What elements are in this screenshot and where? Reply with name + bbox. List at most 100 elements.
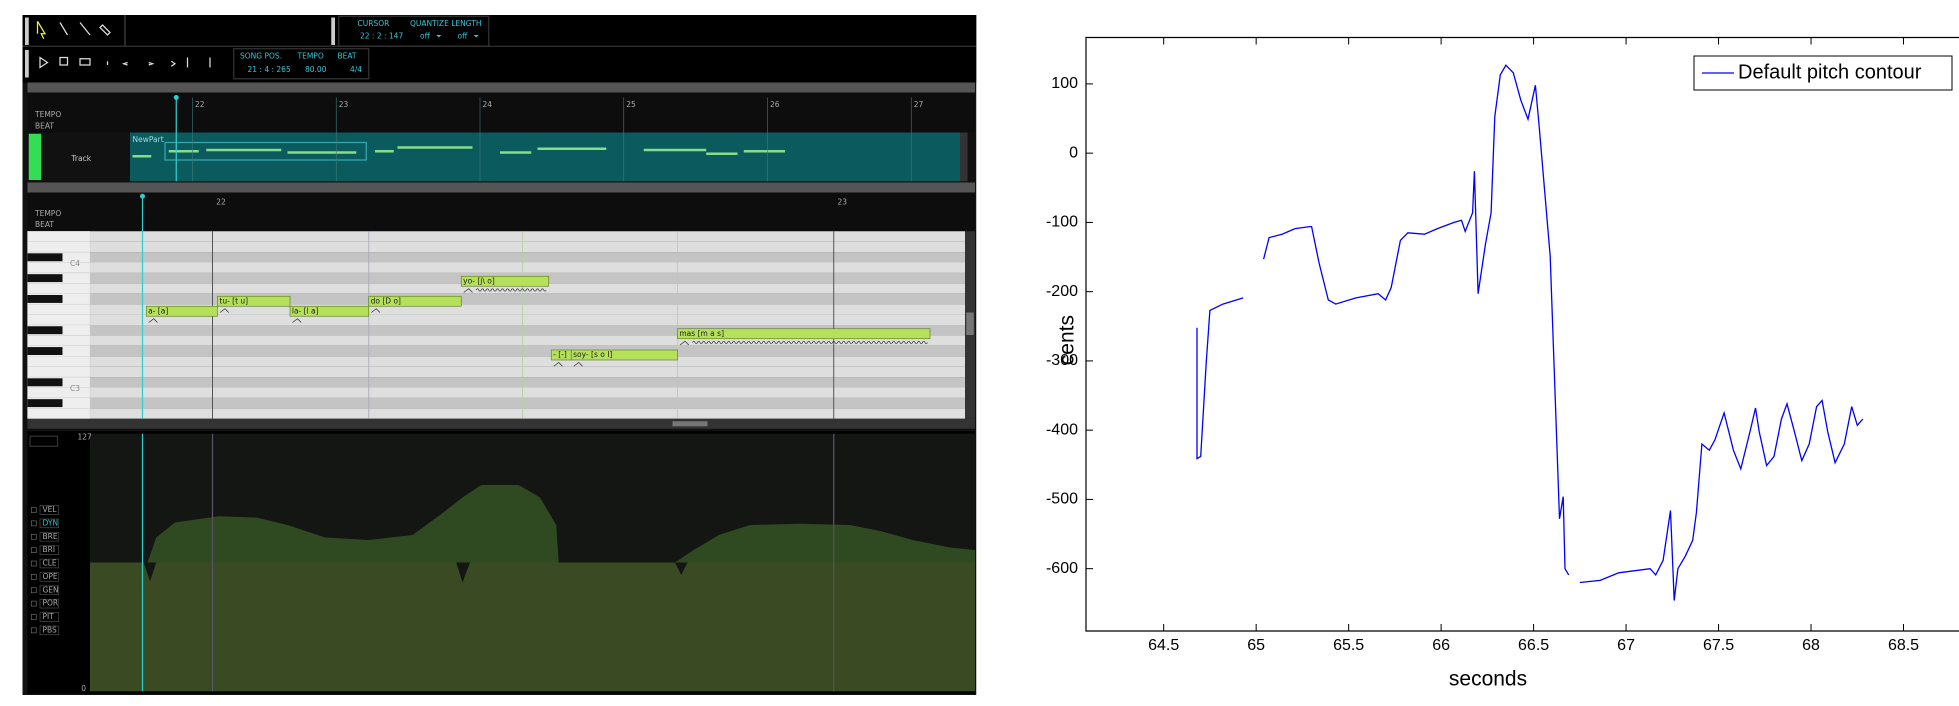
toolbar — [23, 15, 977, 83]
x-tick-label: 68.5 — [1888, 637, 1919, 654]
x-tick-label: 65.5 — [1333, 637, 1364, 654]
black-key — [28, 295, 63, 303]
scroll-thumb[interactable] — [673, 421, 708, 426]
row-label: TEMPO — [34, 110, 61, 119]
musical-editor-titlebar — [28, 183, 976, 193]
pitch-line — [1197, 65, 1863, 600]
y-tick-label: 0 — [1069, 144, 1078, 161]
bar-number: 24 — [483, 100, 493, 109]
toolbar-value: 4/4 — [350, 65, 362, 74]
key — [28, 231, 91, 241]
bar-number: 26 — [770, 100, 780, 109]
scrollbar[interactable] — [960, 133, 968, 182]
y-tick-label: 100 — [1051, 75, 1078, 92]
param-label: POR — [43, 599, 59, 608]
note-lyric: la- [l a] — [292, 306, 319, 315]
note-lyric: - [-] — [553, 350, 567, 359]
control-lower-band — [90, 563, 975, 692]
x-tick-label: 67 — [1617, 637, 1635, 654]
toolbar-label: SONG POS. — [240, 51, 282, 60]
y-tick-label: -100 — [1046, 214, 1078, 231]
param-label: PIT — [43, 612, 55, 621]
x-tick-label: 66 — [1432, 637, 1450, 654]
toolbar-value: 22 : 2 : 147 — [360, 31, 403, 40]
note-lyric: mas [m a s] — [679, 329, 724, 338]
toolbar-value: 80.00 — [305, 65, 327, 74]
dropdown-value[interactable]: off — [458, 31, 469, 40]
param-label: DYN — [43, 518, 59, 527]
figure: C4C3a- [a]tu- [t u]la- [l a]do [D o]yo- … — [0, 0, 1959, 701]
grip — [331, 18, 335, 46]
toolbar-value: 21 : 4 : 265 — [248, 65, 291, 74]
piano-roll: C4C3a- [a]tu- [t u]la- [l a]do [D o]yo- … — [28, 231, 976, 419]
note-lyric: yo- [j\ o] — [463, 276, 495, 285]
param-label: VEL — [43, 505, 58, 514]
toolbar-label: BEAT — [338, 51, 357, 60]
key — [28, 283, 91, 293]
editor-screenshot: C4C3a- [a]tu- [t u]la- [l a]do [D o]yo- … — [23, 15, 977, 695]
scroll-thumb[interactable] — [966, 313, 974, 336]
note-lyric: tu- [t u] — [219, 296, 248, 305]
key — [28, 304, 91, 314]
axes-box — [1086, 38, 1959, 632]
x-tick-label: 68 — [1802, 637, 1820, 654]
horizontal-scrollbar[interactable] — [28, 419, 976, 429]
toolbar-label: TEMPO — [297, 51, 324, 60]
track-name: Track — [70, 154, 91, 163]
grip — [25, 50, 29, 78]
bar-number: 23 — [339, 100, 349, 109]
param-label: GEN — [43, 585, 59, 594]
param-label: BRE — [43, 532, 58, 541]
key — [28, 356, 91, 366]
y-tick-label: -200 — [1046, 283, 1078, 300]
row-label: TEMPO — [34, 209, 61, 218]
black-key — [28, 399, 63, 407]
key — [28, 388, 91, 398]
musical-ruler — [28, 193, 976, 232]
black-key — [28, 378, 63, 386]
bar-number: 22 — [195, 100, 205, 109]
toolbar-label: QUANTIZE — [410, 19, 449, 28]
x-tick-label: 65 — [1247, 637, 1265, 654]
y-tick-label: -600 — [1046, 560, 1078, 577]
playhead-head — [174, 95, 179, 100]
key — [28, 408, 91, 418]
key — [28, 263, 91, 273]
black-key — [28, 347, 63, 355]
dropdown-value[interactable]: off — [420, 31, 431, 40]
y-axis-label: cents — [1056, 315, 1079, 365]
note-lyric: a- [a] — [148, 306, 168, 315]
bar-number: 27 — [914, 100, 924, 109]
x-axis-label: seconds — [1449, 668, 1527, 691]
key-label: C3 — [70, 384, 80, 393]
key — [28, 315, 91, 325]
black-key — [28, 274, 63, 282]
note-lyric: soy- [s o I] — [573, 350, 612, 359]
bar-number: 25 — [626, 100, 636, 109]
grip — [25, 18, 29, 46]
row-label: BEAT — [35, 220, 54, 229]
param-label: PBS — [43, 625, 58, 634]
key — [28, 335, 91, 345]
legend-label: Default pitch contour — [1738, 61, 1922, 83]
control-min: 0 — [81, 684, 86, 693]
track-number[interactable] — [29, 134, 42, 180]
y-tick-label: -500 — [1046, 491, 1078, 508]
x-tick-label: 64.5 — [1148, 637, 1179, 654]
y-tick-label: -400 — [1046, 421, 1078, 438]
toolbar-label: CURSOR — [358, 19, 390, 28]
key — [28, 242, 91, 252]
key — [28, 367, 91, 377]
black-key — [28, 326, 63, 334]
black-key — [28, 253, 63, 261]
track-editor-titlebar — [28, 83, 976, 93]
param-label: CLE — [43, 559, 57, 568]
param-label: BRI — [43, 545, 56, 554]
control-max: 127 — [78, 433, 93, 442]
page: C4C3a- [a]tu- [t u]la- [l a]do [D o]yo- … — [0, 0, 1959, 701]
param-label: OPE — [43, 572, 58, 581]
key-label: C4 — [70, 259, 80, 268]
toolbar-label: LENGTH — [451, 19, 481, 28]
track-ruler — [28, 93, 976, 133]
